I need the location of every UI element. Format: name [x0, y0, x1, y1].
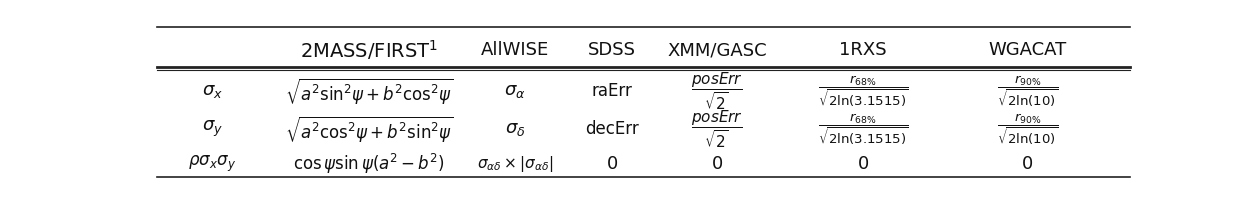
Text: $\sigma_\alpha$: $\sigma_\alpha$ [505, 82, 526, 100]
Text: $\sigma_y$: $\sigma_y$ [202, 119, 223, 139]
Text: $0$: $0$ [1022, 154, 1033, 172]
Text: $\sigma_{\alpha\delta} \times |\sigma_{\alpha\delta}|$: $\sigma_{\alpha\delta} \times |\sigma_{\… [477, 153, 553, 173]
Text: $\dfrac{\mathit{posErr}}{\sqrt{2}}$: $\dfrac{\mathit{posErr}}{\sqrt{2}}$ [692, 70, 743, 112]
Text: $\sigma_\delta$: $\sigma_\delta$ [505, 120, 525, 138]
Text: XMM/GASC: XMM/GASC [668, 41, 767, 59]
Text: $0$: $0$ [712, 154, 723, 172]
Text: $\dfrac{r_{68\%}}{\sqrt{2\ln(3.1515)}}$: $\dfrac{r_{68\%}}{\sqrt{2\ln(3.1515)}}$ [817, 111, 909, 146]
Text: 1RXS: 1RXS [840, 41, 887, 59]
Text: $\dfrac{r_{90\%}}{\sqrt{2\ln(10)}}$: $\dfrac{r_{90\%}}{\sqrt{2\ln(10)}}$ [996, 74, 1058, 108]
Text: $\dfrac{\mathit{posErr}}{\sqrt{2}}$: $\dfrac{\mathit{posErr}}{\sqrt{2}}$ [692, 108, 743, 149]
Text: $\sigma_x$: $\sigma_x$ [202, 82, 223, 100]
Text: AllWISE: AllWISE [481, 41, 548, 59]
Text: $\rho\sigma_x\sigma_y$: $\rho\sigma_x\sigma_y$ [188, 153, 236, 173]
Text: $\sqrt{a^2 \cos^2\!\psi + b^2 \sin^2\!\psi}$: $\sqrt{a^2 \cos^2\!\psi + b^2 \sin^2\!\p… [285, 114, 453, 144]
Text: SDSS: SDSS [589, 41, 636, 59]
Text: $\cos\psi \sin\psi(a^2 - b^2)$: $\cos\psi \sin\psi(a^2 - b^2)$ [292, 151, 444, 175]
Text: $\dfrac{r_{90\%}}{\sqrt{2\ln(10)}}$: $\dfrac{r_{90\%}}{\sqrt{2\ln(10)}}$ [996, 111, 1058, 146]
Text: $0$: $0$ [857, 154, 868, 172]
Text: $0$: $0$ [606, 154, 619, 172]
Text: decErr: decErr [585, 120, 639, 138]
Text: $\dfrac{r_{68\%}}{\sqrt{2\ln(3.1515)}}$: $\dfrac{r_{68\%}}{\sqrt{2\ln(3.1515)}}$ [817, 74, 909, 108]
Text: 2MASS/FIRST$^1$: 2MASS/FIRST$^1$ [300, 38, 438, 62]
Text: $\sqrt{a^2 \sin^2\!\psi + b^2 \cos^2\!\psi}$: $\sqrt{a^2 \sin^2\!\psi + b^2 \cos^2\!\p… [285, 76, 453, 106]
Text: raErr: raErr [591, 82, 633, 100]
Text: WGACAT: WGACAT [988, 41, 1067, 59]
